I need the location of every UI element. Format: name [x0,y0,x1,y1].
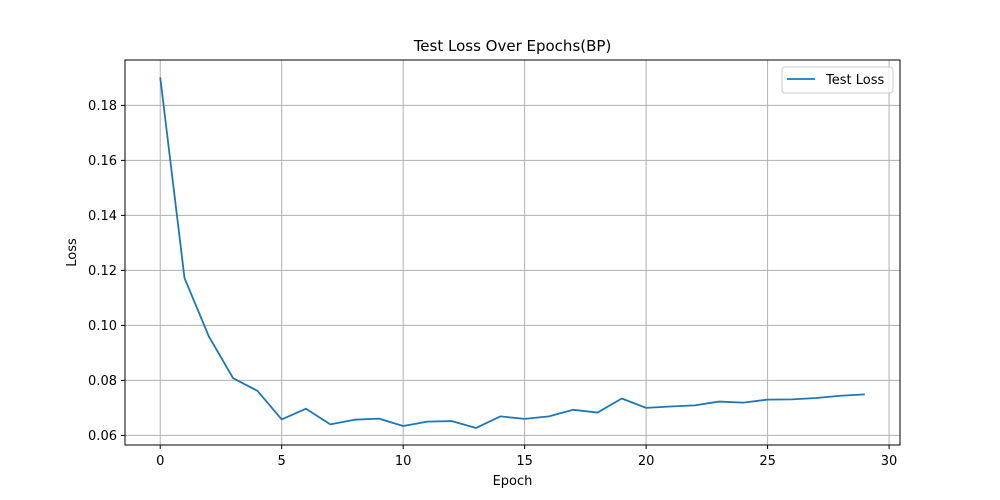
y-tick-label: 0.08 [88,374,117,389]
x-tick-label: 20 [638,454,655,469]
y-tick-label: 0.12 [88,264,117,279]
legend-box [781,66,894,94]
series-layer [159,77,865,429]
x-tick-label: 25 [759,454,776,469]
series-line-test-loss [159,77,865,429]
legend-entry-test-loss: Test Loss [825,73,884,88]
y-tick-label: 0.10 [88,319,117,334]
y-tick-label: 0.06 [88,429,117,444]
x-tick-label: 10 [395,454,412,469]
x-tick-label: 0 [156,454,164,469]
chart-title: Test Loss Over Epochs(BP) [413,37,612,55]
x-tick-label: 15 [516,454,533,469]
y-tick-label: 0.16 [88,154,117,169]
x-tick-label: 5 [278,454,286,469]
x-tick-label: 30 [881,454,898,469]
plot-frame [124,59,901,446]
y-tick-label: 0.18 [88,99,117,114]
x-axis-label: Epoch [493,474,533,489]
y-tick-label: 0.14 [88,209,117,224]
grid [125,60,900,445]
legend: Test Loss [781,66,894,94]
ticks: 0 5 10 15 20 25 30 0.06 0.08 0.10 0.12 0.14 0.16 0.18 [88,99,897,469]
y-axis-label: Loss [65,238,80,267]
